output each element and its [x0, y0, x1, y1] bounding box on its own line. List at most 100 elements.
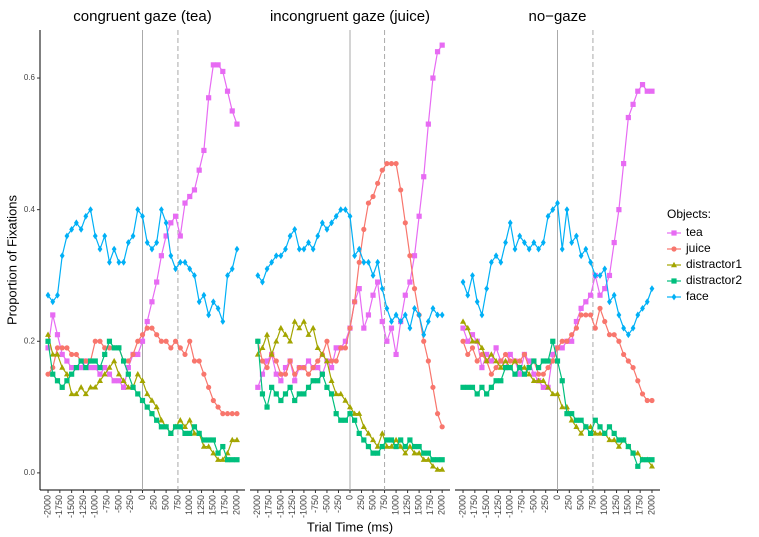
x-tick-label: 1250	[196, 495, 206, 515]
point	[64, 358, 70, 364]
point	[411, 443, 418, 450]
point	[220, 411, 226, 417]
point	[416, 311, 422, 319]
point	[324, 338, 330, 344]
point	[96, 377, 103, 383]
point	[488, 384, 494, 390]
point	[59, 345, 65, 351]
point	[163, 233, 169, 239]
x-tick-label: 250	[356, 495, 366, 510]
point	[291, 318, 298, 324]
point	[82, 390, 89, 397]
point	[498, 358, 504, 364]
point	[474, 391, 480, 397]
point	[168, 345, 174, 351]
point	[282, 391, 289, 397]
point	[587, 292, 594, 298]
legend-label: distractor1	[686, 257, 742, 271]
point	[488, 358, 494, 364]
point	[361, 437, 367, 443]
point	[429, 463, 436, 469]
point	[45, 331, 52, 337]
point	[69, 364, 75, 371]
point	[507, 351, 513, 358]
point	[578, 252, 584, 260]
point	[278, 397, 284, 404]
y-tick-label: 0.2	[24, 336, 36, 345]
point	[630, 450, 636, 456]
point	[439, 466, 446, 472]
point	[649, 457, 655, 463]
point	[148, 397, 155, 403]
point	[305, 371, 312, 377]
point	[102, 351, 108, 358]
point	[365, 443, 372, 450]
point	[273, 391, 279, 397]
point	[648, 463, 655, 469]
point	[296, 364, 302, 371]
point	[144, 325, 150, 331]
point	[97, 371, 103, 377]
point	[573, 423, 580, 430]
point	[351, 410, 358, 416]
point	[120, 377, 127, 383]
point	[597, 272, 603, 279]
point	[333, 212, 339, 220]
point	[45, 291, 51, 299]
point	[135, 391, 141, 397]
point	[97, 338, 103, 344]
point	[163, 219, 169, 227]
point	[379, 443, 385, 450]
point	[144, 239, 150, 246]
point	[78, 364, 84, 371]
point	[550, 338, 556, 344]
point	[439, 311, 445, 319]
point	[564, 338, 570, 344]
point	[102, 232, 108, 240]
point	[550, 358, 556, 364]
point	[517, 371, 523, 377]
point	[592, 272, 598, 279]
point	[625, 358, 631, 364]
point	[310, 378, 316, 384]
point	[545, 212, 551, 220]
point	[78, 384, 85, 390]
x-tick-label: 1750	[425, 495, 435, 515]
point	[210, 449, 217, 456]
point	[273, 358, 279, 364]
point	[430, 457, 436, 463]
point	[356, 245, 362, 253]
point	[493, 357, 500, 364]
point	[78, 225, 84, 233]
point	[92, 364, 98, 371]
point	[540, 377, 547, 383]
x-tick-label: 750	[587, 495, 597, 510]
point	[125, 371, 131, 377]
point	[130, 232, 136, 240]
point	[168, 220, 174, 226]
point	[287, 358, 293, 364]
point	[370, 436, 377, 443]
point	[144, 390, 151, 397]
point	[416, 443, 422, 450]
point	[210, 298, 216, 306]
point	[464, 324, 471, 331]
x-tick-label: -1000	[298, 495, 308, 518]
point	[182, 423, 189, 430]
x-tick-label: 500	[367, 495, 377, 510]
point	[611, 239, 617, 246]
point	[634, 449, 641, 456]
point	[639, 457, 646, 463]
point	[573, 417, 579, 423]
point	[88, 206, 93, 214]
point	[168, 252, 174, 260]
x-tick-label: 1000	[184, 495, 194, 515]
point	[292, 378, 298, 384]
point	[215, 304, 221, 312]
panel-title: congruent gaze (tea)	[73, 8, 211, 25]
point	[342, 417, 348, 423]
point	[107, 258, 112, 266]
point	[439, 42, 445, 48]
point	[460, 278, 466, 286]
